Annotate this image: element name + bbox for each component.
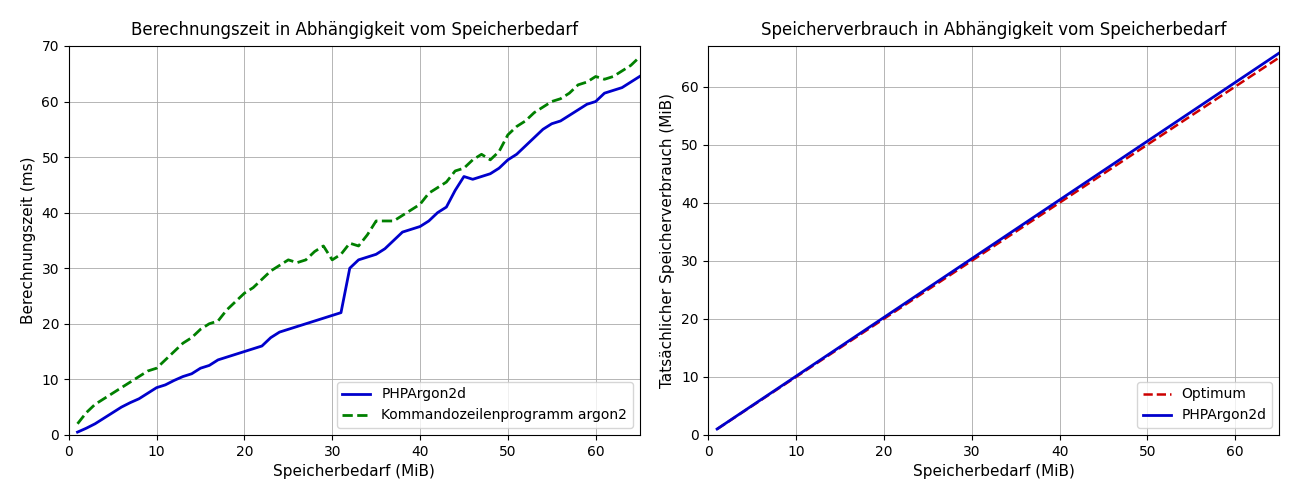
PHPArgon2d <box>809 360 824 366</box>
PHPArgon2d <box>963 256 979 262</box>
X-axis label: Speicherbedarf (MiB): Speicherbedarf (MiB) <box>913 464 1075 479</box>
Legend: PHPArgon2d, Kommandozeilenprogramm argon2: PHPArgon2d, Kommandozeilenprogramm argon… <box>337 382 633 428</box>
Kommandozeilenprogramm argon2 <box>632 54 647 60</box>
PHPArgon2d <box>614 84 629 90</box>
Line: PHPArgon2d: PHPArgon2d <box>78 76 640 432</box>
Kommandozeilenprogramm argon2 <box>202 321 217 327</box>
Title: Berechnungszeit in Abhängigkeit vom Speicherbedarf: Berechnungszeit in Abhängigkeit vom Spei… <box>130 21 577 39</box>
PHPArgon2d <box>237 348 252 354</box>
PHPArgon2d <box>1132 143 1148 149</box>
PHPArgon2d <box>1271 50 1287 56</box>
Title: Speicherverbrauch in Abhängigkeit vom Speicherbedarf: Speicherverbrauch in Abhängigkeit vom Sp… <box>760 21 1226 39</box>
Optimum <box>854 330 870 336</box>
Kommandozeilenprogramm argon2 <box>360 232 376 238</box>
Line: PHPArgon2d: PHPArgon2d <box>718 53 1279 429</box>
Optimum <box>809 360 824 366</box>
Optimum <box>963 258 979 264</box>
PHPArgon2d <box>1084 175 1100 181</box>
PHPArgon2d <box>307 318 322 324</box>
Y-axis label: Tatsächlicher Speicherverbrauch (MiB): Tatsächlicher Speicherverbrauch (MiB) <box>660 93 676 388</box>
PHPArgon2d <box>1040 204 1056 210</box>
PHPArgon2d <box>632 74 647 80</box>
PHPArgon2d <box>202 362 217 368</box>
Optimum <box>710 426 725 432</box>
PHPArgon2d <box>710 426 725 432</box>
PHPArgon2d <box>70 429 86 435</box>
PHPArgon2d <box>360 254 376 260</box>
Kommandozeilenprogramm argon2 <box>70 421 86 427</box>
Y-axis label: Berechnungszeit (ms): Berechnungszeit (ms) <box>21 156 36 324</box>
Optimum <box>1271 54 1287 60</box>
Line: Kommandozeilenprogramm argon2: Kommandozeilenprogramm argon2 <box>78 57 640 424</box>
Optimum <box>1040 207 1056 213</box>
Kommandozeilenprogramm argon2 <box>307 248 322 254</box>
Optimum <box>1132 146 1148 152</box>
Kommandozeilenprogramm argon2 <box>552 96 568 102</box>
Line: Optimum: Optimum <box>718 58 1279 429</box>
Optimum <box>1084 178 1100 184</box>
PHPArgon2d <box>854 330 870 336</box>
Legend: Optimum, PHPArgon2d: Optimum, PHPArgon2d <box>1138 382 1273 428</box>
X-axis label: Speicherbedarf (MiB): Speicherbedarf (MiB) <box>273 464 436 479</box>
Kommandozeilenprogramm argon2 <box>237 290 252 296</box>
Kommandozeilenprogramm argon2 <box>614 68 629 74</box>
PHPArgon2d <box>552 118 568 124</box>
